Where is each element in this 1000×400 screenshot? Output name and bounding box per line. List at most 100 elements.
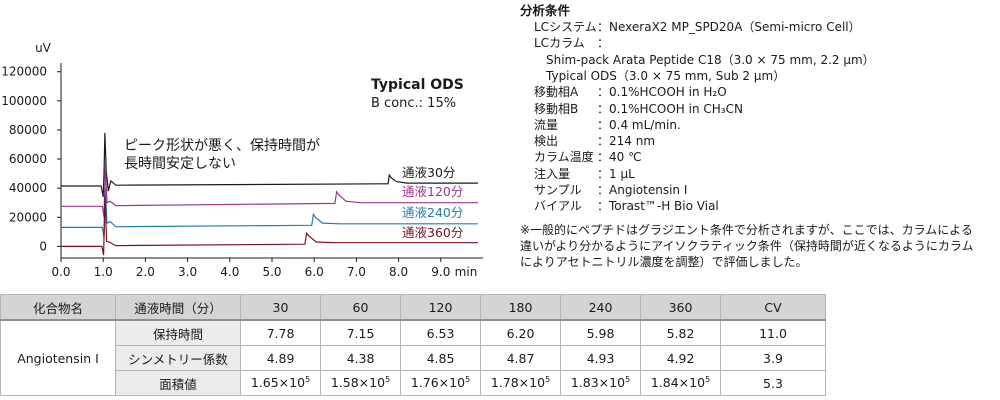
conditions-title: 分析条件	[520, 3, 571, 18]
table-cell: 5.82	[640, 319, 721, 346]
note-text: ※一般的にペプチドはグラジエント条件で分析されますが、ここでは、カラムによる 違…	[520, 222, 1000, 270]
table-cell: 4.89	[240, 345, 321, 371]
condition-label: 移動相A	[534, 85, 579, 100]
series-label: 通液30分	[402, 165, 455, 180]
table-cell: 5.98	[560, 319, 641, 346]
condition-value: 0.1%HCOOH in CH₃CN	[609, 101, 743, 116]
header-cell: 60	[320, 294, 401, 321]
table-cell: 7.78	[240, 319, 321, 346]
y-tick-label: 80000	[9, 123, 47, 137]
table-cell: 1.78×105	[480, 370, 561, 396]
table-cell: 11.0	[720, 319, 826, 346]
condition-row: Shim-pack Arata Peptide C18（3.0 × 75 mm,…	[546, 51, 875, 68]
condition-label: バイアル	[534, 199, 582, 214]
condition-separator: ：	[597, 36, 610, 51]
series-label: 通液120分	[402, 184, 463, 199]
y-tick-label: 60000	[9, 152, 47, 166]
table-cell: 4.92	[640, 345, 721, 371]
condition-separator: ：	[597, 183, 610, 197]
series-line	[61, 132, 478, 198]
condition-row: 移動相B ：0.1%HCOOH in CH₃CN	[534, 100, 743, 117]
y-tick-label: 20000	[9, 210, 47, 224]
compound-name-cell: Angiotensin Ⅰ	[0, 319, 116, 396]
condition-value: 0.1%HCOOH in H₂O	[609, 85, 727, 100]
condition-row: 検出 ：214 nm	[534, 132, 655, 149]
header-cell: 化合物名	[0, 294, 116, 321]
header-cell: 30	[240, 294, 321, 321]
chart-annotation: 長時間安定しない	[124, 156, 236, 172]
table-cell: 7.15	[320, 319, 401, 346]
header-cell: 240	[560, 294, 641, 321]
condition-value: Angiotensin Ⅰ	[609, 183, 688, 197]
x-tick-label: 0.0	[51, 265, 70, 279]
table-row: Angiotensin Ⅰ 保持時間 7.78 7.15 6.53 6.20 5…	[0, 319, 826, 396]
results-table: 化合物名 通液時間（分） 30 60 120 180 240 360 CV An…	[0, 294, 826, 396]
x-tick-label: 2.0	[136, 265, 155, 279]
condition-value: Typical ODS（3.0 × 75 mm, Sub 2 µm）	[546, 68, 786, 83]
header-cell: 360	[640, 294, 721, 321]
note-line-1: ※一般的にペプチドはグラジエント条件で分析されますが、ここでは、カラムによる	[520, 223, 973, 237]
series-label: 通液240分	[402, 205, 463, 220]
condition-row: Typical ODS（3.0 × 75 mm, Sub 2 µm）	[546, 67, 785, 84]
chromatogram-chart: 120000 100000 80000 60000 40000 20000 0 0.0 1.0 2…	[0, 0, 500, 285]
series-label: 通液360分	[402, 225, 463, 240]
condition-label: 流量	[534, 117, 559, 132]
series-line	[61, 195, 478, 256]
header-cell: 180	[480, 294, 561, 321]
table-cell: 1.83×105	[560, 370, 641, 396]
condition-label: 移動相B	[534, 101, 579, 116]
y-tick-label: 0	[39, 239, 47, 253]
chart-annotation: ピーク形状が悪く、保持時間が	[124, 138, 320, 154]
condition-row: 注入量 ：1 µL	[534, 165, 635, 182]
row-label: 保持時間	[115, 319, 241, 346]
table-row: 面積値 1.65×105 1.58×105 1.76×105 1.78×105 …	[1, 370, 826, 396]
y-axis-label: uV	[35, 41, 52, 55]
condition-separator: ：	[597, 117, 610, 132]
condition-label: 検出	[534, 134, 559, 149]
header-cell: 120	[400, 294, 481, 321]
table-cell: 6.53	[400, 319, 481, 346]
condition-value: 214 nm	[609, 134, 656, 149]
condition-value: 40 ℃	[609, 150, 642, 165]
table-cell: 4.85	[400, 345, 481, 371]
condition-row: 移動相A ：0.1%HCOOH in H₂O	[534, 83, 727, 100]
condition-separator: ：	[597, 101, 610, 116]
condition-value: Shim-pack Arata Peptide C18（3.0 × 75 mm,…	[546, 52, 875, 67]
header-cell: CV	[720, 294, 826, 321]
chart-legend-title: Typical ODS	[371, 77, 464, 93]
condition-row: LCシステム：NexeraX2 MP_SPD20A（Semi-micro Cel…	[534, 18, 861, 35]
chart-legend-subtitle: B conc.: 15%	[371, 96, 456, 111]
table-cell: 1.58×105	[320, 370, 401, 396]
table-cell: 4.87	[480, 345, 561, 371]
y-tick-label: 100000	[1, 94, 47, 108]
table-cell: 1.65×105	[240, 370, 321, 396]
condition-row: サンプル ：Angiotensin Ⅰ	[534, 181, 687, 198]
condition-value: Torast™-H Bio Vial	[609, 199, 719, 214]
table-cell: 3.9	[720, 345, 826, 371]
condition-label: カラム温度	[534, 150, 594, 165]
note-line-2: 違いがより分かるようにアイソクラティック条件（保持時間が近くなるようにカラム	[520, 239, 974, 253]
x-tick-label: 7.0	[347, 265, 366, 279]
table-cell: 1.76×105	[400, 370, 481, 396]
condition-value: 0.4 mL/min.	[609, 117, 681, 132]
x-tick-label: 9.0	[431, 265, 450, 279]
condition-separator: ：	[597, 199, 610, 214]
y-tick-label: 120000	[1, 65, 47, 79]
x-tick-label: 6.0	[305, 265, 324, 279]
table-cell: 5.3	[720, 370, 826, 396]
x-axis-label: min	[455, 265, 478, 279]
header-cell: 通液時間（分）	[115, 294, 241, 321]
condition-row: 流量 ：0.4 mL/min.	[534, 116, 681, 133]
condition-separator: ：	[597, 85, 610, 100]
x-tick-label: 5.0	[262, 265, 281, 279]
table-cell: 1.84×105	[640, 370, 721, 396]
condition-separator: ：	[597, 166, 610, 181]
condition-label: LCシステム	[534, 20, 597, 34]
condition-label: 注入量	[534, 166, 571, 181]
condition-row: LCカラム ：	[534, 34, 609, 51]
condition-separator: ：	[597, 20, 610, 34]
y-tick-label: 40000	[9, 181, 47, 195]
condition-value: NexeraX2 MP_SPD20A（Semi-micro Cell）	[609, 20, 861, 34]
note-line-3: によりアセトニトリル濃度を調整）で評価しました。	[520, 255, 808, 269]
table-cell: 6.20	[480, 319, 561, 346]
